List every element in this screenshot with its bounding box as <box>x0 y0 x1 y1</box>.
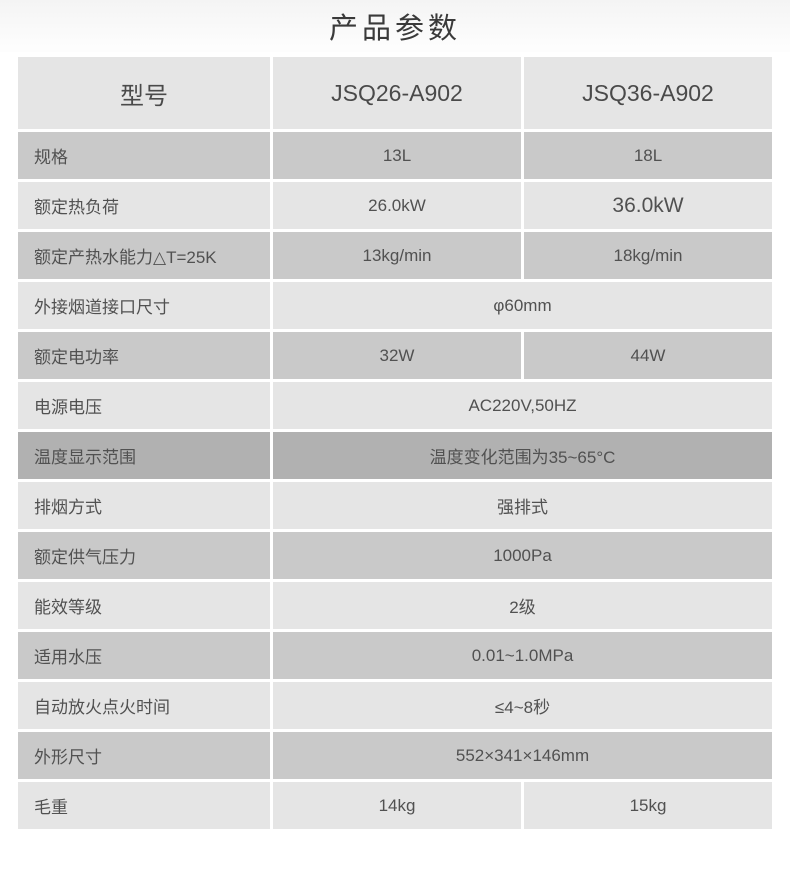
page-header: 产品参数 <box>0 0 790 52</box>
header-model-a: JSQ26-A902 <box>273 57 521 129</box>
header-model-b: JSQ36-A902 <box>524 57 772 129</box>
row-value: ≤4~8秒 <box>273 682 772 729</box>
header-model-label: 型号 <box>18 57 270 129</box>
spec-table: 型号 JSQ26-A902 JSQ36-A902 规格 13L 18L 额定热负… <box>18 57 772 829</box>
row-value: 15kg <box>524 782 772 829</box>
row-label: 适用水压 <box>18 632 270 679</box>
row-value: 13L <box>273 132 521 179</box>
row-value: 552×341×146mm <box>273 732 772 779</box>
row-value: 18L <box>524 132 772 179</box>
row-value: 1000Pa <box>273 532 772 579</box>
row-label: 外接烟道接口尺寸 <box>18 282 270 329</box>
row-label: 规格 <box>18 132 270 179</box>
row-value: AC220V,50HZ <box>273 382 772 429</box>
row-label: 温度显示范围 <box>18 432 270 479</box>
row-label: 电源电压 <box>18 382 270 429</box>
row-value: 26.0kW <box>273 182 521 229</box>
row-value: 温度变化范围为35~65°C <box>273 432 772 479</box>
row-label: 外形尺寸 <box>18 732 270 779</box>
row-label: 额定电功率 <box>18 332 270 379</box>
page-title: 产品参数 <box>328 13 461 45</box>
row-value: 13kg/min <box>273 232 521 279</box>
row-value: 36.0kW <box>524 182 772 229</box>
row-value: φ60mm <box>273 282 772 329</box>
row-label: 毛重 <box>18 782 270 829</box>
row-label: 额定供气压力 <box>18 532 270 579</box>
row-value: 0.01~1.0MPa <box>273 632 772 679</box>
row-value: 2级 <box>273 582 772 629</box>
row-value: 18kg/min <box>524 232 772 279</box>
row-value: 32W <box>273 332 521 379</box>
row-label: 排烟方式 <box>18 482 270 529</box>
row-label: 额定产热水能力△T=25K <box>18 232 270 279</box>
row-label: 额定热负荷 <box>18 182 270 229</box>
row-value: 强排式 <box>273 482 772 529</box>
row-label: 自动放火点火时间 <box>18 682 270 729</box>
row-label: 能效等级 <box>18 582 270 629</box>
row-value: 14kg <box>273 782 521 829</box>
row-value: 44W <box>524 332 772 379</box>
